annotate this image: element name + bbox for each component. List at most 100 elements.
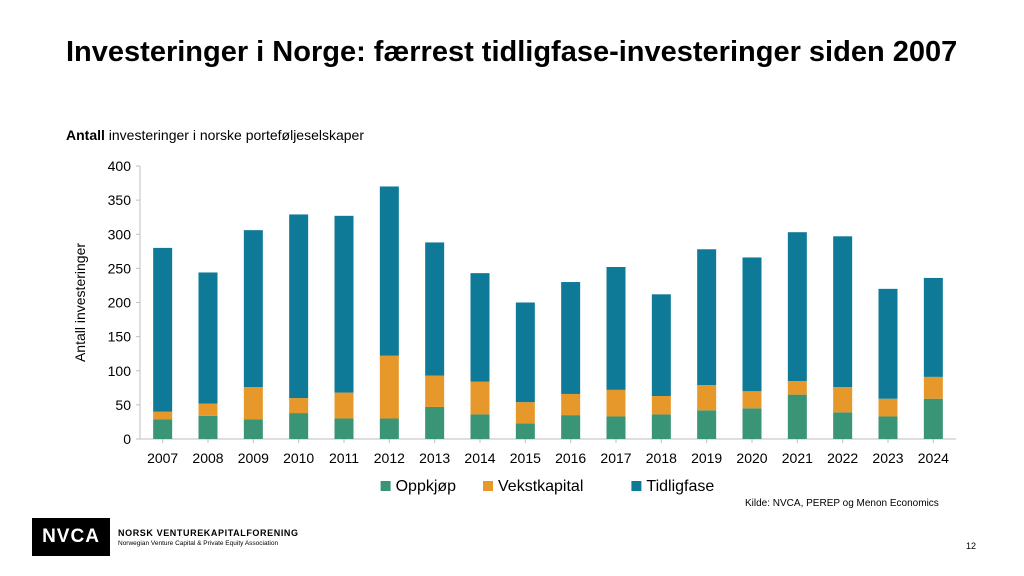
nvca-logo: NVCA NORSK VENTUREKAPITALFORENING Norweg… <box>32 518 299 556</box>
bar-tidligfase-2024 <box>923 277 943 377</box>
y-tick-label: 300 <box>108 226 132 242</box>
bar-tidligfase-2016 <box>561 282 581 394</box>
x-tick-label: 2024 <box>918 450 949 466</box>
bar-tidligfase-2020 <box>742 257 762 392</box>
bar-tidligfase-2018 <box>651 294 671 397</box>
y-tick-label: 350 <box>108 192 132 208</box>
bar-vekstkapital-2013 <box>425 375 445 407</box>
y-tick-label: 0 <box>123 431 131 447</box>
subtitle-rest: investeringer i norske porteføljeselskap… <box>104 127 365 143</box>
x-tick-label: 2012 <box>374 450 405 466</box>
page-title: Investeringer i Norge: færrest tidligfas… <box>66 36 958 68</box>
bar-vekstkapital-2012 <box>379 355 399 419</box>
x-tick-label: 2010 <box>283 450 314 466</box>
bar-vekstkapital-2016 <box>561 393 581 416</box>
bar-oppkj-p-2023 <box>878 416 898 439</box>
subtitle-bold: Antall <box>66 127 105 143</box>
x-tick-label: 2021 <box>782 450 813 466</box>
bar-tidligfase-2015 <box>515 302 535 403</box>
stacked-bar-chart: 0 50 100 150 200 250 300 350 400 Antall investeri… <box>72 158 956 495</box>
bar-tidligfase-2023 <box>878 288 898 399</box>
y-tick-label: 400 <box>108 158 132 174</box>
bar-oppkj-p-2024 <box>923 398 943 439</box>
bar-vekstkapital-2020 <box>742 391 762 409</box>
bar-tidligfase-2017 <box>606 267 626 390</box>
x-tick-label: 2016 <box>555 450 586 466</box>
bar-vekstkapital-2023 <box>878 398 898 417</box>
bar-vekstkapital-2008 <box>198 403 218 416</box>
x-tick-label: 2013 <box>419 450 450 466</box>
bar-tidligfase-2012 <box>379 186 399 356</box>
legend-swatch <box>483 481 493 491</box>
page-number: 12 <box>966 541 977 551</box>
legend-swatch <box>380 481 391 491</box>
x-tick-label: 2023 <box>872 450 903 466</box>
bar-oppkj-p-2014 <box>470 414 490 439</box>
x-tick-label: 2008 <box>192 450 223 466</box>
bar-vekstkapital-2019 <box>697 385 717 411</box>
source-note: Kilde: NVCA, PEREP og Menon Economics <box>745 498 939 509</box>
bar-oppkj-p-2007 <box>153 419 173 439</box>
legend-label: Oppkjøp <box>396 478 457 495</box>
bar-oppkj-p-2008 <box>198 415 218 439</box>
y-tick-label: 250 <box>108 260 132 276</box>
bar-oppkj-p-2020 <box>742 408 762 439</box>
logo-name: NORSK VENTUREKAPITALFORENING <box>118 527 299 538</box>
bar-oppkj-p-2022 <box>833 412 853 439</box>
bar-tidligfase-2019 <box>697 249 717 386</box>
y-tick-label: 100 <box>108 363 132 379</box>
bar-vekstkapital-2022 <box>833 387 853 413</box>
bar-vekstkapital-2017 <box>606 389 626 417</box>
x-tick-label: 2017 <box>600 450 631 466</box>
bar-tidligfase-2013 <box>425 242 445 376</box>
chart-subtitle: Antall investeringer i norske portefølje… <box>66 126 364 144</box>
logo-text: NORSK VENTUREKAPITALFORENING Norwegian V… <box>118 527 299 548</box>
bar-tidligfase-2009 <box>243 230 263 388</box>
x-tick-label: 2014 <box>464 450 495 466</box>
bar-tidligfase-2007 <box>153 247 173 412</box>
x-tick-label: 2015 <box>510 450 541 466</box>
logo-tagline: Norwegian Venture Capital & Private Equi… <box>118 539 279 547</box>
bar-vekstkapital-2018 <box>651 396 671 415</box>
x-tick-label: 2022 <box>827 450 858 466</box>
x-tick-label: 2007 <box>147 450 178 466</box>
x-tick-label: 2020 <box>736 450 767 466</box>
bar-oppkj-p-2010 <box>289 413 309 439</box>
bar-oppkj-p-2017 <box>606 416 626 439</box>
legend-label: Vekstkapital <box>498 478 583 495</box>
bar-tidligfase-2014 <box>470 273 490 382</box>
bar-vekstkapital-2011 <box>334 392 354 419</box>
bar-oppkj-p-2012 <box>379 418 399 439</box>
legend-label: Tidligfase <box>646 478 714 495</box>
bar-oppkj-p-2015 <box>515 423 535 439</box>
bar-vekstkapital-2015 <box>515 402 535 424</box>
x-tick-label: 2019 <box>691 450 722 466</box>
bar-oppkj-p-2021 <box>787 394 807 439</box>
x-tick-label: 2018 <box>646 450 677 466</box>
bar-tidligfase-2011 <box>334 215 354 393</box>
y-tick-label: 200 <box>108 295 132 311</box>
y-tick-label: 50 <box>115 397 131 413</box>
bar-oppkj-p-2019 <box>697 410 717 439</box>
bar-vekstkapital-2021 <box>787 380 807 395</box>
logo-mark: NVCA <box>32 518 110 556</box>
bar-tidligfase-2008 <box>198 272 218 404</box>
x-tick-label: 2011 <box>329 450 359 466</box>
bar-tidligfase-2010 <box>289 214 309 399</box>
bar-vekstkapital-2007 <box>153 411 173 420</box>
bar-oppkj-p-2016 <box>561 415 581 439</box>
bar-vekstkapital-2014 <box>470 381 490 415</box>
bar-tidligfase-2021 <box>787 232 807 381</box>
bar-oppkj-p-2018 <box>651 414 671 439</box>
y-axis-label: Antall investeringer <box>72 243 88 362</box>
bar-oppkj-p-2009 <box>243 419 263 439</box>
bar-vekstkapital-2024 <box>923 376 943 399</box>
bar-oppkj-p-2013 <box>425 406 445 439</box>
bar-oppkj-p-2011 <box>334 418 354 439</box>
bar-vekstkapital-2009 <box>243 387 263 420</box>
x-tick-label: 2009 <box>238 450 269 466</box>
bar-tidligfase-2022 <box>833 236 853 388</box>
legend-swatch <box>631 481 642 491</box>
y-tick-label: 150 <box>108 329 132 345</box>
bar-vekstkapital-2010 <box>289 398 309 414</box>
